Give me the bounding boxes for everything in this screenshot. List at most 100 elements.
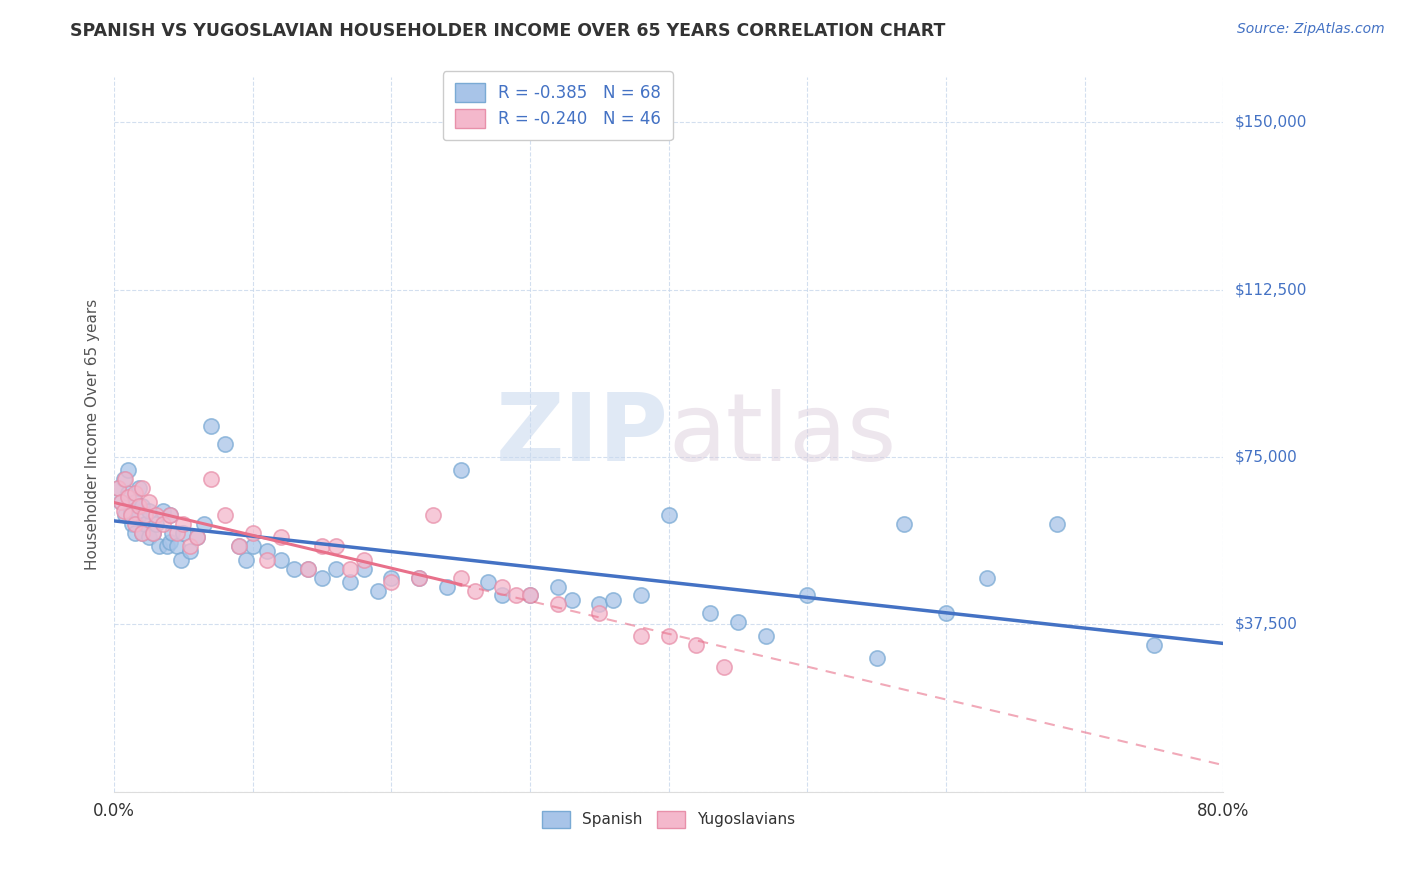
Point bbox=[110, 494, 132, 508]
Point bbox=[561, 593, 583, 607]
Point bbox=[128, 508, 150, 522]
Point bbox=[114, 472, 136, 486]
Point bbox=[713, 660, 735, 674]
Point bbox=[170, 553, 193, 567]
Point bbox=[727, 615, 749, 630]
Point bbox=[464, 584, 486, 599]
Point bbox=[422, 508, 444, 522]
Point bbox=[270, 553, 292, 567]
Text: SPANISH VS YUGOSLAVIAN HOUSEHOLDER INCOME OVER 65 YEARS CORRELATION CHART: SPANISH VS YUGOSLAVIAN HOUSEHOLDER INCOM… bbox=[70, 22, 946, 40]
Point bbox=[408, 571, 430, 585]
Point bbox=[148, 539, 170, 553]
Point bbox=[658, 629, 681, 643]
Point bbox=[110, 494, 132, 508]
Point bbox=[214, 508, 236, 522]
Point bbox=[491, 580, 513, 594]
Point bbox=[242, 525, 264, 540]
Point bbox=[339, 562, 361, 576]
Point bbox=[114, 508, 136, 522]
Point bbox=[107, 481, 129, 495]
Point bbox=[124, 485, 146, 500]
Text: Source: ZipAtlas.com: Source: ZipAtlas.com bbox=[1237, 22, 1385, 37]
Point bbox=[186, 530, 208, 544]
Point bbox=[138, 530, 160, 544]
Point bbox=[450, 571, 472, 585]
Point bbox=[685, 638, 707, 652]
Point bbox=[112, 472, 135, 486]
Point bbox=[256, 543, 278, 558]
Point bbox=[311, 539, 333, 553]
Point bbox=[173, 516, 195, 531]
Point bbox=[505, 589, 527, 603]
Y-axis label: Householder Income Over 65 years: Householder Income Over 65 years bbox=[86, 299, 100, 570]
Point bbox=[138, 494, 160, 508]
Point bbox=[450, 463, 472, 477]
Point bbox=[186, 530, 208, 544]
Point bbox=[117, 463, 139, 477]
Point bbox=[214, 436, 236, 450]
Point bbox=[117, 485, 139, 500]
Point bbox=[179, 539, 201, 553]
Point bbox=[1046, 516, 1069, 531]
Point bbox=[311, 571, 333, 585]
Text: atlas: atlas bbox=[669, 389, 897, 481]
Point bbox=[166, 539, 188, 553]
Point bbox=[380, 575, 402, 590]
Point bbox=[142, 525, 165, 540]
Text: $112,500: $112,500 bbox=[1234, 282, 1306, 297]
Point bbox=[270, 530, 292, 544]
Point bbox=[131, 525, 153, 540]
Point bbox=[193, 516, 215, 531]
Point bbox=[658, 508, 681, 522]
Point bbox=[159, 508, 181, 522]
Point bbox=[436, 580, 458, 594]
Point bbox=[602, 593, 624, 607]
Point bbox=[297, 562, 319, 576]
Point bbox=[124, 525, 146, 540]
Text: $150,000: $150,000 bbox=[1234, 114, 1306, 129]
Point bbox=[134, 516, 156, 531]
Point bbox=[339, 575, 361, 590]
Point bbox=[179, 543, 201, 558]
Point bbox=[120, 508, 142, 522]
Point bbox=[477, 575, 499, 590]
Point bbox=[547, 598, 569, 612]
Point bbox=[491, 589, 513, 603]
Point bbox=[256, 553, 278, 567]
Point bbox=[159, 508, 181, 522]
Point bbox=[145, 508, 167, 522]
Text: $37,500: $37,500 bbox=[1234, 617, 1298, 632]
Legend: Spanish, Yugoslavians: Spanish, Yugoslavians bbox=[536, 805, 801, 834]
Point bbox=[519, 589, 541, 603]
Point bbox=[145, 516, 167, 531]
Point bbox=[935, 607, 957, 621]
Point bbox=[588, 598, 610, 612]
Point bbox=[353, 553, 375, 567]
Point bbox=[242, 539, 264, 553]
Point bbox=[699, 607, 721, 621]
Point bbox=[200, 472, 222, 486]
Point bbox=[547, 580, 569, 594]
Point bbox=[166, 525, 188, 540]
Point bbox=[117, 490, 139, 504]
Point bbox=[159, 534, 181, 549]
Point bbox=[142, 525, 165, 540]
Point bbox=[796, 589, 818, 603]
Point bbox=[112, 503, 135, 517]
Point bbox=[588, 607, 610, 621]
Point bbox=[228, 539, 250, 553]
Point bbox=[156, 539, 179, 553]
Point bbox=[152, 516, 174, 531]
Point bbox=[152, 503, 174, 517]
Point bbox=[131, 481, 153, 495]
Point bbox=[755, 629, 778, 643]
Point bbox=[134, 508, 156, 522]
Point bbox=[131, 525, 153, 540]
Point bbox=[120, 503, 142, 517]
Point bbox=[121, 516, 143, 531]
Point bbox=[200, 418, 222, 433]
Text: ZIP: ZIP bbox=[496, 389, 669, 481]
Point bbox=[228, 539, 250, 553]
Point bbox=[124, 494, 146, 508]
Point bbox=[138, 503, 160, 517]
